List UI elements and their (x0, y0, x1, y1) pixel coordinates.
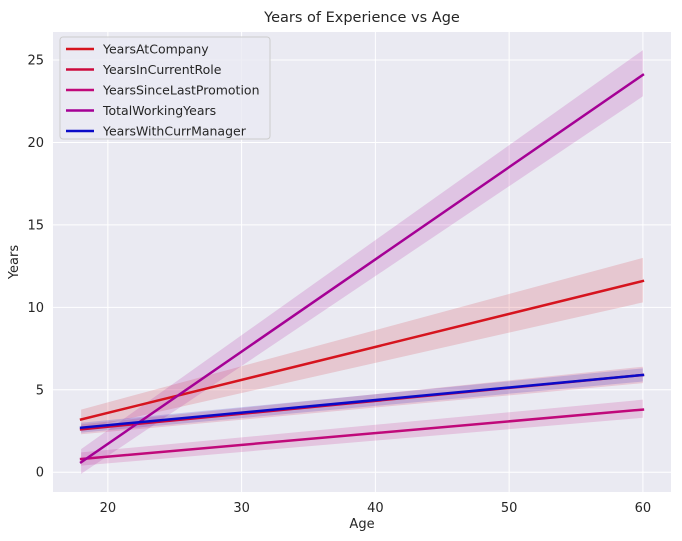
y-tick-label: 20 (27, 136, 44, 151)
legend-label: YearsInCurrentRole (102, 62, 222, 77)
x-tick-label: 60 (635, 501, 652, 516)
series-line (79, 373, 645, 430)
series-line (79, 73, 645, 465)
gridlines (53, 32, 671, 492)
y-axis-label: Years (7, 245, 22, 281)
x-tick-label: 30 (233, 501, 250, 516)
x-tick-labels: 20 30 40 50 60 (100, 501, 652, 516)
confidence-band (81, 257, 643, 430)
legend-label: YearsAtCompany (102, 42, 209, 57)
legend: YearsAtCompany YearsInCurrentRole YearsSin… (59, 36, 271, 140)
x-tick-label: 50 (501, 501, 518, 516)
series-line (79, 408, 645, 461)
y-tick-label: 10 (27, 301, 44, 316)
y-tick-label: 15 (27, 218, 44, 233)
x-tick-label: 20 (100, 501, 117, 516)
chart-title: Years of Experience vs Age (263, 10, 460, 26)
confidence-band (81, 399, 643, 466)
y-tick-label: 0 (36, 466, 44, 481)
x-tick-label: 40 (367, 501, 384, 516)
legend-label: TotalWorkingYears (102, 103, 216, 118)
y-tick-labels: 0 5 10 15 20 25 (27, 54, 44, 481)
legend-label: YearsWithCurrManager (102, 124, 247, 139)
y-tick-label: 5 (36, 383, 44, 398)
series-lines (79, 73, 645, 465)
legend-label: YearsSinceLastPromotion (102, 83, 260, 98)
legend-box (59, 36, 271, 140)
y-tick-label: 25 (27, 54, 44, 69)
x-axis-label: Age (349, 517, 374, 532)
confidence-band (81, 50, 643, 474)
